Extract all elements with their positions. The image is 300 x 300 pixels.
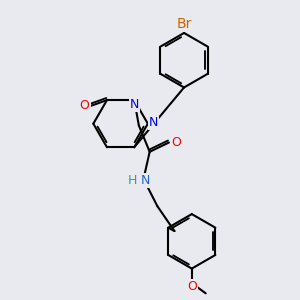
Text: O: O — [171, 136, 181, 149]
Text: N: N — [140, 174, 150, 187]
Text: O: O — [80, 99, 90, 112]
Text: O: O — [187, 280, 197, 293]
Text: N: N — [149, 116, 158, 129]
Text: N: N — [130, 98, 139, 111]
Text: H: H — [128, 174, 137, 187]
Text: Br: Br — [176, 17, 192, 31]
